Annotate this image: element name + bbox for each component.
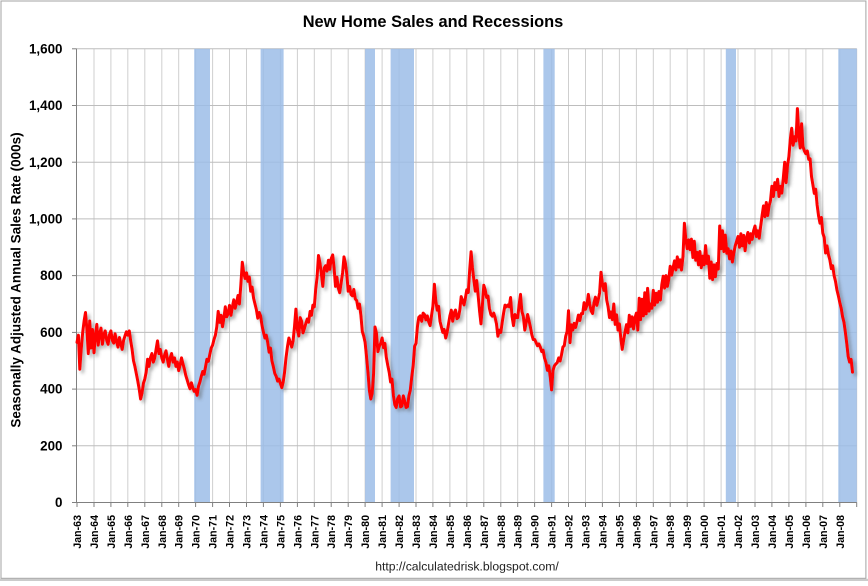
svg-text:Jan-07: Jan-07 bbox=[818, 515, 830, 549]
svg-text:Jan-05: Jan-05 bbox=[784, 515, 796, 549]
svg-text:Jan-66: Jan-66 bbox=[123, 515, 135, 549]
svg-text:Jan-69: Jan-69 bbox=[174, 515, 186, 549]
svg-text:Jan-67: Jan-67 bbox=[140, 515, 152, 549]
svg-text:1,600: 1,600 bbox=[29, 41, 63, 56]
svg-text:Jan-80: Jan-80 bbox=[360, 515, 372, 549]
svg-text:Jan-90: Jan-90 bbox=[530, 515, 542, 549]
svg-text:Jan-84: Jan-84 bbox=[428, 515, 440, 549]
svg-text:Jan-79: Jan-79 bbox=[343, 515, 355, 549]
svg-text:Jan-73: Jan-73 bbox=[242, 515, 254, 549]
svg-text:400: 400 bbox=[40, 382, 62, 397]
svg-text:Jan-98: Jan-98 bbox=[665, 515, 677, 549]
svg-text:0: 0 bbox=[55, 495, 62, 510]
svg-text:Jan-71: Jan-71 bbox=[208, 515, 220, 549]
svg-text:Jan-08: Jan-08 bbox=[835, 515, 847, 549]
svg-text:New Home Sales and Recessions: New Home Sales and Recessions bbox=[303, 13, 564, 31]
svg-text:Jan-72: Jan-72 bbox=[225, 515, 237, 549]
svg-text:600: 600 bbox=[40, 325, 62, 340]
svg-text:Jan-02: Jan-02 bbox=[733, 515, 745, 549]
svg-text:Jan-64: Jan-64 bbox=[89, 515, 101, 549]
svg-text:Jan-86: Jan-86 bbox=[462, 515, 474, 549]
svg-text:http://calculatedrisk.blogspot: http://calculatedrisk.blogspot.com/ bbox=[375, 560, 559, 574]
svg-text:Seasonally Adjusted Annual Sal: Seasonally Adjusted Annual Sales Rate (0… bbox=[9, 132, 24, 427]
svg-text:Jan-94: Jan-94 bbox=[597, 515, 609, 549]
svg-text:1,200: 1,200 bbox=[29, 155, 63, 170]
svg-text:Jan-99: Jan-99 bbox=[682, 515, 694, 549]
svg-text:Jan-87: Jan-87 bbox=[479, 515, 491, 549]
svg-text:Jan-81: Jan-81 bbox=[377, 515, 389, 549]
svg-text:Jan-82: Jan-82 bbox=[394, 515, 406, 549]
svg-text:Jan-97: Jan-97 bbox=[648, 515, 660, 549]
svg-text:1,400: 1,400 bbox=[29, 98, 63, 113]
svg-text:Jan-96: Jan-96 bbox=[631, 515, 643, 549]
svg-text:Jan-85: Jan-85 bbox=[445, 515, 457, 549]
svg-text:Jan-91: Jan-91 bbox=[547, 515, 559, 549]
svg-text:Jan-92: Jan-92 bbox=[564, 515, 576, 549]
svg-text:Jan-75: Jan-75 bbox=[275, 515, 287, 549]
svg-text:800: 800 bbox=[40, 268, 62, 283]
svg-text:Jan-70: Jan-70 bbox=[191, 515, 203, 549]
svg-text:200: 200 bbox=[40, 438, 62, 453]
svg-text:Jan-83: Jan-83 bbox=[411, 515, 423, 549]
svg-text:Jan-77: Jan-77 bbox=[309, 515, 321, 549]
svg-text:Jan-00: Jan-00 bbox=[699, 515, 711, 549]
svg-text:Jan-88: Jan-88 bbox=[496, 515, 508, 549]
svg-text:Jan-01: Jan-01 bbox=[716, 515, 728, 549]
svg-text:1,000: 1,000 bbox=[29, 212, 63, 227]
svg-text:Jan-63: Jan-63 bbox=[72, 515, 84, 549]
svg-text:Jan-95: Jan-95 bbox=[614, 515, 626, 549]
svg-text:Jan-93: Jan-93 bbox=[581, 515, 593, 549]
svg-text:Jan-68: Jan-68 bbox=[157, 515, 169, 549]
svg-text:Jan-65: Jan-65 bbox=[106, 515, 118, 549]
svg-text:Jan-74: Jan-74 bbox=[258, 515, 270, 549]
svg-text:Jan-04: Jan-04 bbox=[767, 515, 779, 549]
svg-text:Jan-03: Jan-03 bbox=[750, 515, 762, 549]
svg-text:Jan-76: Jan-76 bbox=[292, 515, 304, 549]
svg-text:Jan-78: Jan-78 bbox=[326, 515, 338, 549]
svg-text:Jan-89: Jan-89 bbox=[513, 515, 525, 549]
svg-text:Jan-06: Jan-06 bbox=[801, 515, 813, 549]
